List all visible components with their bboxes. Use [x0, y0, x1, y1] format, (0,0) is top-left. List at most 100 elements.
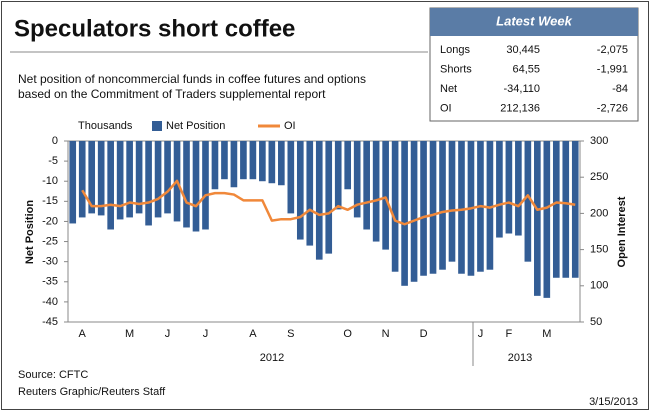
- bar: [78, 141, 86, 218]
- bar: [372, 141, 380, 242]
- bar: [325, 141, 333, 254]
- y2-tick-label: 200: [590, 207, 608, 219]
- x-tick-label: J: [165, 328, 171, 340]
- bar: [107, 141, 114, 230]
- table-cell: OI: [440, 102, 452, 114]
- bar: [524, 141, 532, 262]
- bar: [515, 141, 522, 236]
- bar: [240, 141, 247, 180]
- bar: [543, 141, 551, 298]
- y-tick-label: -15: [42, 195, 58, 207]
- legend-label: OI: [284, 120, 296, 132]
- bar: [230, 141, 238, 188]
- bar: [562, 141, 570, 278]
- bar: [448, 141, 456, 262]
- y2-axis-title: Open Interest: [616, 196, 628, 267]
- y-tick-label: 0: [52, 135, 58, 147]
- y2-tick-label: 250: [590, 171, 608, 183]
- chart-title: Speculators short coffee: [14, 15, 295, 42]
- bar: [363, 141, 370, 230]
- bar: [249, 141, 257, 180]
- bar: [306, 141, 314, 246]
- plot-frame: [67, 140, 581, 323]
- table-cell: -84: [612, 83, 628, 95]
- bar: [145, 141, 152, 226]
- y-axis-title: Net Position: [24, 200, 36, 264]
- y-tick-label: -45: [42, 316, 58, 328]
- bar: [116, 141, 124, 220]
- bar: [135, 141, 143, 214]
- bar: [429, 141, 437, 274]
- table-cell: -2,075: [597, 44, 628, 56]
- x-tick-label: A: [249, 328, 257, 340]
- oi-line: [81, 179, 576, 226]
- y2-tick-label: 50: [590, 316, 602, 328]
- bar: [353, 141, 361, 218]
- bar: [126, 141, 133, 218]
- y2-tick-label: 150: [590, 244, 608, 256]
- table-title: Latest Week: [496, 13, 572, 28]
- bar: [458, 141, 465, 274]
- table-cell: -2,726: [597, 102, 628, 114]
- bar: [278, 141, 285, 186]
- bar: [439, 141, 446, 270]
- bar: [571, 141, 579, 278]
- year-label: 2012: [260, 352, 284, 364]
- table-cell: Shorts: [440, 63, 472, 75]
- subtitle: based on the Commitment of Traders suppl…: [18, 87, 326, 101]
- bar: [211, 141, 219, 190]
- y-tick-label: -10: [42, 175, 58, 187]
- bar: [192, 141, 200, 232]
- bar: [164, 141, 171, 214]
- bar: [202, 141, 209, 230]
- x-tick-label: M: [125, 328, 134, 340]
- bar: [410, 141, 418, 282]
- date: 3/15/2013: [589, 396, 638, 408]
- bar: [221, 141, 228, 180]
- bar: [505, 141, 513, 234]
- table-cell: -34,110: [504, 83, 541, 95]
- y-tick-label: -5: [48, 155, 58, 167]
- x-tick-label: N: [382, 328, 390, 340]
- x-tick-label: J: [478, 328, 484, 340]
- bar: [183, 141, 190, 228]
- x-tick-label: J: [203, 328, 209, 340]
- subtitle: Net position of noncommercial funds in c…: [18, 72, 366, 86]
- x-tick-label: M: [542, 328, 551, 340]
- table-cell: Longs: [440, 44, 470, 56]
- y-tick-label: -25: [42, 235, 58, 247]
- legend-label: Net Position: [166, 120, 225, 132]
- table-cell: Net: [440, 83, 457, 95]
- table-header: [430, 8, 638, 36]
- bar: [401, 141, 408, 286]
- y2-tick-label: 100: [590, 280, 608, 292]
- bar: [69, 141, 77, 224]
- units-label: Thousands: [78, 120, 133, 132]
- x-tick-label: A: [79, 328, 87, 340]
- bar: [344, 141, 352, 190]
- bar: [334, 141, 342, 210]
- table-cell: 30,445: [506, 44, 540, 56]
- table-cell: 64,55: [512, 63, 540, 75]
- table-cell: -1,991: [597, 63, 628, 75]
- bar: [496, 141, 503, 238]
- x-tick-label: S: [287, 328, 294, 340]
- y2-tick-label: 300: [590, 135, 608, 147]
- bar: [382, 141, 389, 250]
- source: Reuters Graphic/Reuters Staff: [18, 386, 166, 398]
- bar: [534, 141, 541, 296]
- bar: [420, 141, 427, 276]
- table-cell: 212,136: [500, 102, 540, 114]
- y-tick-label: -20: [42, 215, 58, 227]
- x-tick-label: F: [506, 328, 513, 340]
- legend-swatch: [152, 121, 162, 131]
- bar: [154, 141, 162, 218]
- year-label: 2013: [508, 352, 532, 364]
- bar: [268, 141, 276, 184]
- x-tick-label: D: [420, 328, 428, 340]
- bar: [552, 141, 560, 278]
- bar: [391, 141, 399, 272]
- y-tick-label: -30: [42, 256, 58, 268]
- bar: [88, 141, 96, 214]
- source: Source: CFTC: [18, 369, 88, 381]
